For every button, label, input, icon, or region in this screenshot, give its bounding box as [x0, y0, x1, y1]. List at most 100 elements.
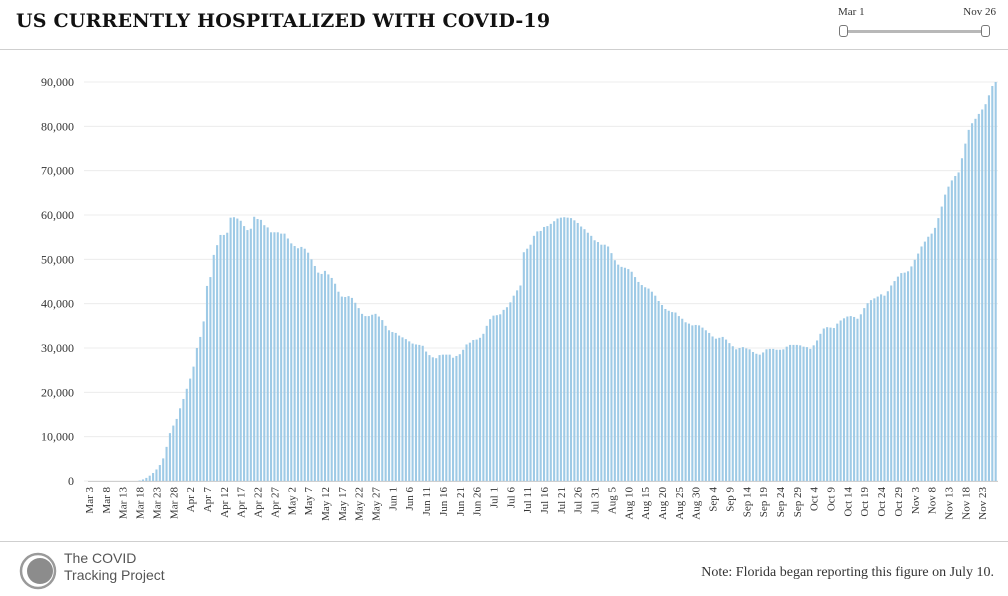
bar[interactable] — [529, 244, 532, 481]
bar[interactable] — [374, 313, 377, 481]
bar[interactable] — [334, 283, 337, 481]
bar[interactable] — [195, 348, 198, 481]
bar[interactable] — [647, 288, 650, 481]
bar[interactable] — [711, 336, 714, 481]
bar[interactable] — [293, 246, 296, 481]
bar[interactable] — [263, 225, 266, 481]
bar[interactable] — [738, 348, 741, 481]
bar[interactable] — [222, 234, 225, 481]
bar[interactable] — [940, 206, 943, 481]
bar[interactable] — [553, 221, 556, 481]
bar[interactable] — [438, 355, 441, 481]
bar[interactable] — [175, 418, 178, 481]
bar[interactable] — [819, 333, 822, 481]
bar[interactable] — [920, 246, 923, 481]
bar[interactable] — [286, 238, 289, 482]
bar[interactable] — [640, 285, 643, 481]
bar[interactable] — [816, 340, 819, 481]
bar[interactable] — [522, 252, 525, 481]
bar[interactable] — [576, 222, 579, 482]
bar[interactable] — [205, 285, 209, 481]
bar[interactable] — [539, 230, 542, 481]
bar[interactable] — [721, 336, 724, 481]
bar[interactable] — [556, 218, 559, 482]
bar[interactable] — [644, 287, 647, 481]
bar[interactable] — [778, 349, 782, 481]
bar[interactable] — [964, 143, 967, 481]
bar[interactable] — [829, 327, 832, 481]
bar[interactable] — [445, 354, 448, 481]
bar[interactable] — [192, 366, 195, 481]
bar[interactable] — [610, 253, 613, 481]
bar[interactable] — [519, 285, 522, 481]
bar[interactable] — [391, 332, 394, 481]
bar[interactable] — [728, 343, 731, 481]
bar[interactable] — [219, 234, 222, 481]
bar[interactable] — [822, 328, 825, 481]
bar[interactable] — [586, 232, 589, 481]
bar[interactable] — [795, 344, 798, 481]
bar[interactable] — [991, 85, 994, 482]
bar[interactable] — [974, 118, 977, 482]
bar[interactable] — [880, 294, 883, 481]
bar[interactable] — [987, 95, 990, 482]
bar[interactable] — [671, 312, 674, 481]
bar[interactable] — [256, 218, 259, 482]
bar[interactable] — [944, 194, 947, 482]
bar[interactable] — [876, 296, 879, 481]
bar[interactable] — [276, 232, 279, 481]
bar[interactable] — [313, 265, 316, 481]
bar[interactable] — [805, 347, 808, 481]
bar[interactable] — [913, 259, 916, 481]
bar[interactable] — [890, 285, 893, 481]
bar[interactable] — [812, 345, 815, 481]
bar[interactable] — [789, 344, 792, 481]
bar[interactable] — [145, 477, 148, 481]
bar[interactable] — [307, 252, 310, 481]
bar[interactable] — [502, 309, 505, 481]
bar[interactable] — [917, 253, 920, 481]
bar[interactable] — [896, 276, 899, 481]
covid-tracking-project-logo[interactable]: The COVID Tracking Project — [18, 547, 208, 593]
bar[interactable] — [401, 337, 404, 481]
bar[interactable] — [259, 219, 262, 481]
bar[interactable] — [492, 315, 495, 481]
bar[interactable] — [367, 316, 370, 481]
bar[interactable] — [431, 357, 434, 481]
bar[interactable] — [957, 172, 960, 481]
bar[interactable] — [266, 227, 269, 481]
bar[interactable] — [634, 277, 637, 481]
bar[interactable] — [654, 295, 657, 481]
bar[interactable] — [684, 322, 687, 481]
bar[interactable] — [691, 325, 694, 481]
bar[interactable] — [694, 324, 697, 481]
bar[interactable] — [425, 351, 428, 481]
bar[interactable] — [458, 354, 461, 481]
bar[interactable] — [775, 349, 778, 481]
bar[interactable] — [354, 302, 357, 481]
bar[interactable] — [677, 316, 680, 481]
range-end-handle[interactable] — [981, 25, 990, 37]
bar[interactable] — [212, 254, 215, 481]
bar[interactable] — [930, 233, 933, 481]
bar[interactable] — [300, 246, 303, 481]
bar[interactable] — [994, 82, 997, 481]
bar[interactable] — [718, 337, 721, 481]
bar[interactable] — [371, 314, 374, 481]
bar[interactable] — [270, 232, 273, 481]
bar[interactable] — [239, 220, 242, 481]
bar[interactable] — [347, 296, 350, 481]
bar[interactable] — [839, 320, 842, 481]
bar[interactable] — [387, 330, 391, 481]
bar[interactable] — [617, 264, 620, 481]
bar[interactable] — [660, 305, 664, 481]
bar[interactable] — [745, 348, 748, 481]
bar[interactable] — [687, 323, 691, 481]
date-range-slider[interactable]: Mar 1 Nov 26 — [834, 4, 998, 44]
bar[interactable] — [138, 480, 141, 481]
bar[interactable] — [698, 325, 701, 481]
bar[interactable] — [735, 349, 738, 481]
bar[interactable] — [593, 240, 596, 481]
bar[interactable] — [404, 339, 407, 481]
bar[interactable] — [755, 353, 758, 481]
